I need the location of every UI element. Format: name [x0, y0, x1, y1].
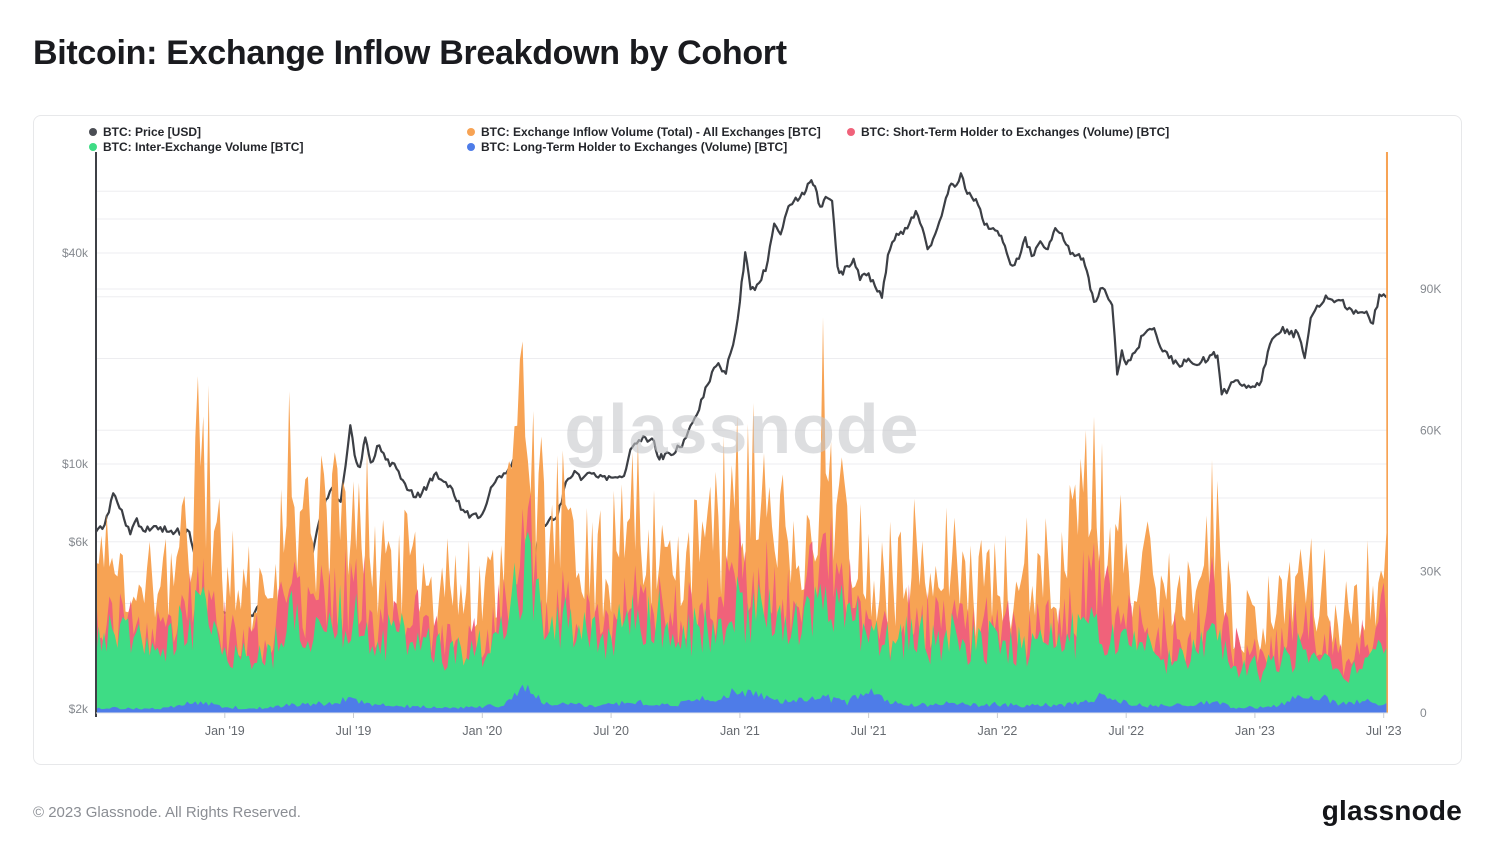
inter-exchange-dot-icon [89, 143, 97, 151]
chart-card: BTC: Price [USD] BTC: Exchange Inflow Vo… [33, 115, 1462, 765]
copyright-text: © 2023 Glassnode. All Rights Reserved. [33, 804, 301, 821]
short-term-dot-icon [847, 128, 855, 136]
long-term-dot-icon [467, 143, 475, 151]
legend-label: BTC: Exchange Inflow Volume (Total) - Al… [481, 125, 821, 139]
legend-item-short-term-holder[interactable]: BTC: Short-Term Holder to Exchanges (Vol… [847, 125, 1169, 139]
legend-label: BTC: Short-Term Holder to Exchanges (Vol… [861, 125, 1170, 139]
legend-label: BTC: Price [USD] [103, 125, 202, 139]
legend-item-total-inflow[interactable]: BTC: Exchange Inflow Volume (Total) - Al… [467, 125, 821, 139]
legend-item-price[interactable]: BTC: Price [USD] [89, 125, 201, 139]
legend-item-long-term-holder[interactable]: BTC: Long-Term Holder to Exchanges (Volu… [467, 140, 787, 154]
price-dot-icon [89, 128, 97, 136]
page-title: Bitcoin: Exchange Inflow Breakdown by Co… [33, 34, 787, 72]
glassnode-logo: glassnode [1321, 795, 1462, 826]
legend-label: BTC: Long-Term Holder to Exchanges (Volu… [481, 140, 788, 154]
legend-label: BTC: Inter-Exchange Volume [BTC] [103, 140, 304, 154]
legend-item-inter-exchange[interactable]: BTC: Inter-Exchange Volume [BTC] [89, 140, 303, 154]
total-inflow-dot-icon [467, 128, 475, 136]
